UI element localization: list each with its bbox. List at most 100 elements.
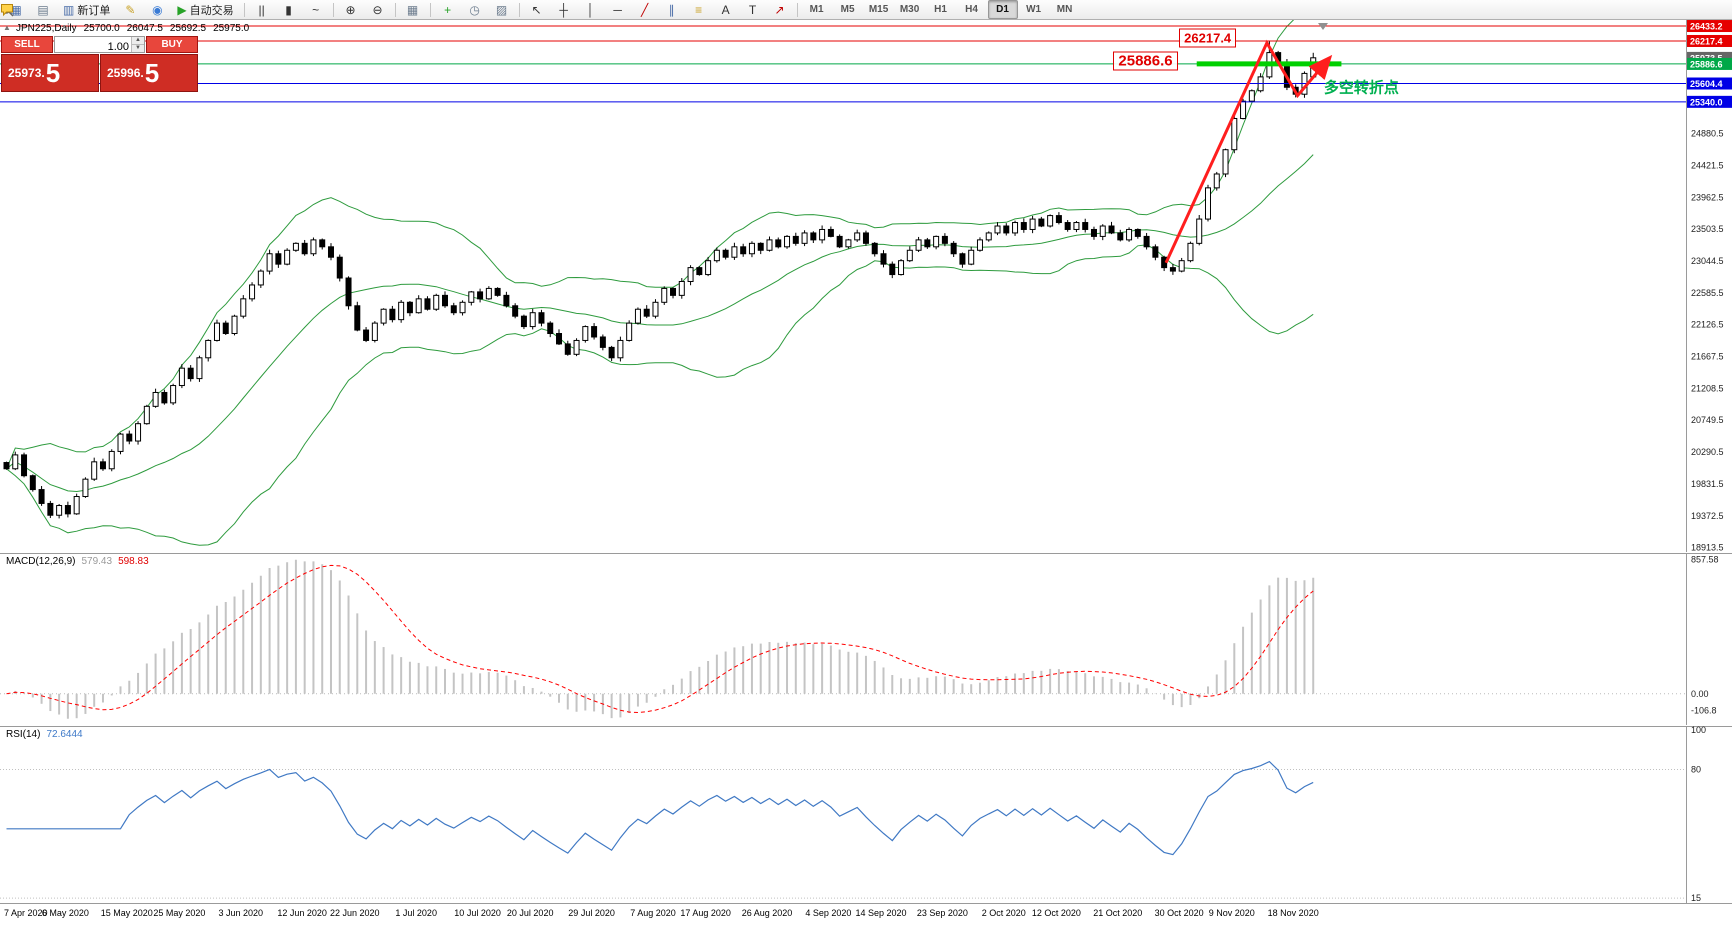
indicators-button[interactable]: + bbox=[435, 0, 461, 19]
date-label: 10 Jul 2020 bbox=[454, 908, 501, 918]
svg-text:857.58: 857.58 bbox=[1691, 555, 1719, 565]
svg-text:23962.5: 23962.5 bbox=[1691, 192, 1724, 202]
zoom-out-button[interactable]: ⊖ bbox=[365, 0, 391, 19]
buy-price-panel[interactable]: 25996. 5 bbox=[100, 54, 198, 92]
svg-text:18913.5: 18913.5 bbox=[1691, 543, 1724, 552]
price-chart[interactable]: 24880.5 24421.5 23962.5 23503.5 23044.5 22585… bbox=[0, 20, 1732, 552]
toolbar-separator bbox=[429, 2, 431, 17]
toolbar-separator bbox=[796, 2, 798, 17]
date-label: 15 May 2020 bbox=[100, 908, 153, 918]
date-label: 14 Sep 2020 bbox=[855, 908, 907, 918]
sell-price-panel[interactable]: 25973. 5 bbox=[1, 54, 99, 92]
templates-button[interactable]: ▨ bbox=[489, 0, 515, 19]
candlestick-chart-button[interactable]: ▮ bbox=[276, 0, 302, 19]
sell-price: 25973. bbox=[8, 66, 45, 80]
bar-chart-button[interactable]: || bbox=[249, 0, 275, 19]
line-chart-icon: ~ bbox=[312, 2, 320, 17]
horizontal-line-button[interactable]: ─ bbox=[605, 0, 631, 19]
symbol-period-label: JPN225,Daily bbox=[16, 23, 77, 34]
timeframe-m1[interactable]: M1 bbox=[809, 4, 824, 15]
svg-text:24421.5: 24421.5 bbox=[1691, 161, 1724, 171]
svg-text:100: 100 bbox=[1691, 726, 1706, 735]
buy-button[interactable]: BUY bbox=[146, 36, 198, 53]
macd-indicator-label: MACD(12,26,9) 579.43 598.83 bbox=[6, 556, 149, 567]
sell-button[interactable]: SELL bbox=[1, 36, 53, 53]
timeframe-mn[interactable]: MN bbox=[1056, 4, 1073, 15]
channel-button[interactable]: ∥ bbox=[659, 0, 685, 19]
toolbar: ▦ ▤ ▥ 新订单 ✎ ◉ ▶ 自动交易 || ▮ ~ ⊕ ⊖ ▦ + ◷ ▨ ↖ ┼ │ ─ ╱ ∥ ≡ A T ↗ M1 M5 M15… bbox=[0, 0, 1732, 20]
profiles-button[interactable]: ▤ bbox=[30, 0, 56, 19]
rsi-panel[interactable]: 100 80 15 bbox=[0, 726, 1732, 904]
svg-text:20290.5: 20290.5 bbox=[1691, 447, 1724, 457]
volume-field: ▲ ▼ bbox=[54, 36, 145, 55]
svg-text:-106.8: -106.8 bbox=[1691, 705, 1717, 715]
new-order-icon: ▥ bbox=[63, 2, 75, 17]
options-button[interactable]: ◉ bbox=[144, 0, 170, 19]
date-label: 29 Jul 2020 bbox=[568, 908, 615, 918]
svg-text:25886.6: 25886.6 bbox=[1690, 59, 1723, 69]
cursor-button[interactable]: ↖ bbox=[524, 0, 550, 19]
horizontal-line-icon: ─ bbox=[613, 2, 622, 17]
chart-shift-icon[interactable] bbox=[1318, 23, 1328, 30]
autotrading-button[interactable]: ▶ 自动交易 bbox=[171, 0, 239, 19]
new-order-button[interactable]: ▥ 新订单 bbox=[57, 0, 116, 19]
trendline-button[interactable]: ╱ bbox=[632, 0, 658, 19]
time-axis[interactable]: 7 Apr 2020 6 May 2020 15 May 2020 25 May 20… bbox=[0, 905, 1732, 943]
periods-icon: ◷ bbox=[469, 2, 480, 17]
toolbar-separator bbox=[394, 2, 396, 17]
metaeditor-button[interactable]: ✎ bbox=[117, 0, 143, 19]
date-label: 25 May 2020 bbox=[153, 908, 206, 918]
timeframe-m5[interactable]: M5 bbox=[840, 4, 855, 15]
svg-text:25340.0: 25340.0 bbox=[1690, 97, 1723, 107]
volume-up-button[interactable]: ▲ bbox=[132, 37, 144, 45]
periods-button[interactable]: ◷ bbox=[462, 0, 488, 19]
date-label: 6 May 2020 bbox=[41, 908, 89, 918]
svg-text:21208.5: 21208.5 bbox=[1691, 383, 1724, 393]
line-chart-button[interactable]: ~ bbox=[303, 0, 329, 19]
timeframe-m15[interactable]: M15 bbox=[868, 4, 889, 15]
timeframe-d1[interactable]: D1 bbox=[987, 0, 1018, 19]
macd-panel[interactable]: 857.58 0.00 -106.8 bbox=[0, 553, 1732, 725]
crosshair-icon: ┼ bbox=[559, 2, 568, 17]
toolbar-separator bbox=[518, 2, 520, 17]
community-chat-button[interactable] bbox=[1, 0, 1729, 19]
timeframe-h4[interactable]: H4 bbox=[965, 4, 978, 15]
tile-windows-button[interactable]: ▦ bbox=[400, 0, 426, 19]
arrows-button[interactable]: ↗ bbox=[767, 0, 793, 19]
zoom-out-icon: ⊖ bbox=[372, 2, 383, 17]
date-label: 1 Jul 2020 bbox=[395, 908, 437, 918]
zoom-in-button[interactable]: ⊕ bbox=[338, 0, 364, 19]
timeframe-w1[interactable]: W1 bbox=[1026, 4, 1042, 15]
search-button[interactable] bbox=[1, 0, 1702, 19]
fibonacci-icon: ≡ bbox=[695, 2, 703, 17]
text-button[interactable]: A bbox=[713, 0, 739, 19]
crosshair-button[interactable]: ┼ bbox=[551, 0, 577, 19]
new-chart-button[interactable]: ▦ bbox=[3, 0, 29, 19]
autotrading-icon: ▶ bbox=[177, 2, 187, 17]
date-label: 9 Nov 2020 bbox=[1208, 908, 1255, 918]
date-label: 21 Oct 2020 bbox=[1093, 908, 1143, 918]
ohlc-open: 25700.0 bbox=[83, 23, 120, 34]
volume-input[interactable] bbox=[55, 39, 144, 55]
one-click-collapse-icon[interactable]: ▲ bbox=[3, 23, 11, 32]
toolbar-separator bbox=[332, 2, 334, 17]
date-label: 12 Oct 2020 bbox=[1031, 908, 1081, 918]
timeframe-m30[interactable]: M30 bbox=[899, 4, 920, 15]
date-label: 7 Apr 2020 bbox=[4, 908, 48, 918]
metaeditor-icon: ✎ bbox=[125, 2, 136, 17]
vertical-line-button[interactable]: │ bbox=[578, 0, 604, 19]
price-axis[interactable] bbox=[1686, 20, 1732, 905]
volume-down-button[interactable]: ▼ bbox=[132, 45, 144, 52]
svg-text:15: 15 bbox=[1691, 893, 1701, 903]
profiles-icon: ▤ bbox=[37, 2, 49, 17]
date-label: 7 Aug 2020 bbox=[630, 908, 676, 918]
date-label: 4 Sep 2020 bbox=[805, 908, 852, 918]
svg-text:80: 80 bbox=[1691, 765, 1701, 775]
timeframe-h1[interactable]: H1 bbox=[934, 4, 947, 15]
templates-icon: ▨ bbox=[495, 2, 508, 17]
fibonacci-button[interactable]: ≡ bbox=[686, 0, 712, 19]
label-button[interactable]: T bbox=[740, 0, 766, 19]
svg-text:19831.5: 19831.5 bbox=[1691, 479, 1724, 489]
arrows-icon: ↗ bbox=[774, 2, 785, 17]
channel-icon: ∥ bbox=[668, 2, 675, 17]
